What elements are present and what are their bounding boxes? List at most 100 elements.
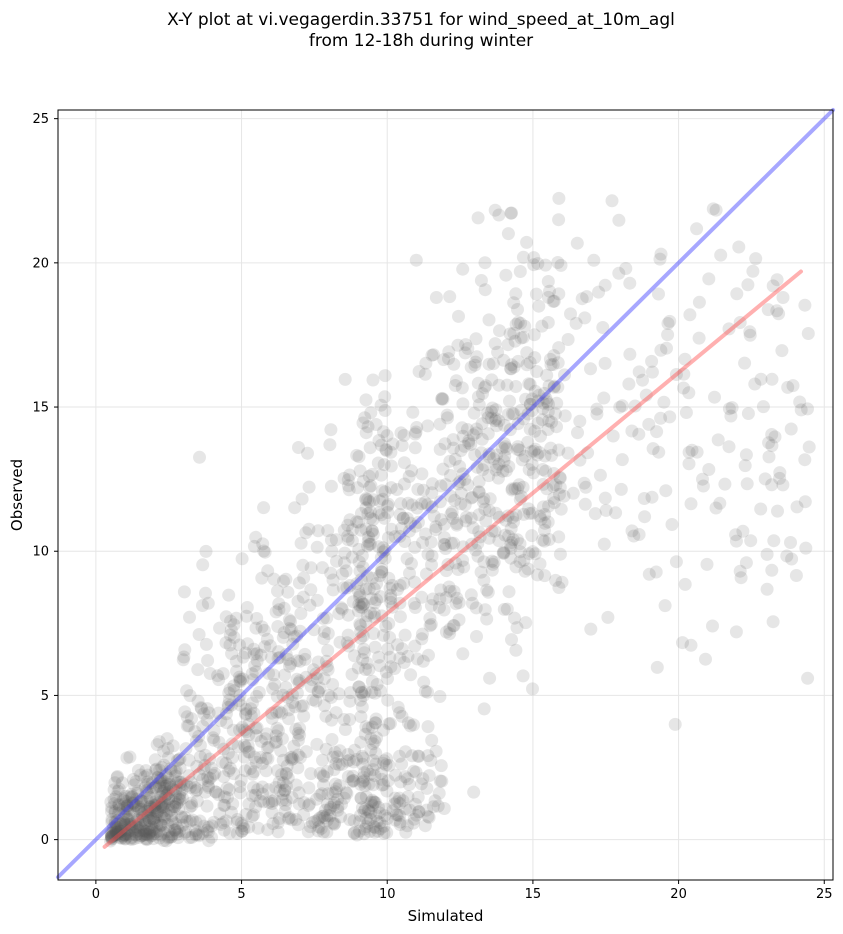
scatter-point: [333, 744, 347, 758]
scatter-point: [247, 539, 261, 553]
scatter-point: [506, 407, 519, 421]
scatter-point: [339, 786, 353, 800]
scatter-point: [165, 830, 179, 844]
scatter-point: [151, 770, 164, 784]
scatter-point: [484, 405, 498, 419]
scatter-point: [374, 766, 388, 780]
scatter-point: [762, 450, 776, 464]
scatter-point: [439, 478, 453, 492]
scatter-point: [277, 601, 291, 615]
scatter-point: [237, 822, 251, 836]
scatter-point: [299, 526, 313, 540]
scatter-point: [408, 575, 422, 589]
scatter-point: [448, 493, 462, 507]
scatter-point: [143, 800, 157, 814]
scatter-point: [423, 619, 437, 633]
scatter-point: [118, 797, 132, 811]
scatter-point: [293, 728, 307, 742]
scatter-point: [304, 561, 318, 575]
scatter-point: [241, 637, 254, 651]
scatter-point: [485, 373, 499, 387]
scatter-point: [285, 813, 299, 827]
scatter-point: [127, 778, 141, 792]
scatter-point: [218, 798, 232, 812]
scatter-point: [436, 462, 450, 476]
scatter-point: [370, 814, 384, 828]
scatter-point: [341, 479, 355, 493]
scatter-point: [749, 252, 763, 266]
scatter-point: [729, 534, 743, 548]
scatter-point: [491, 471, 505, 485]
scatter-point: [235, 720, 249, 734]
scatter-point: [112, 827, 126, 841]
scatter-point: [304, 680, 318, 694]
scatter-point: [327, 817, 341, 831]
scatter-point: [364, 406, 378, 420]
scatter-point: [146, 812, 160, 826]
scatter-point: [242, 820, 256, 834]
scatter-point: [162, 785, 176, 799]
scatter-point: [155, 809, 169, 823]
scatter-point: [533, 557, 547, 571]
scatter-point: [356, 653, 370, 666]
scatter-point: [424, 617, 438, 631]
scatter-point: [142, 821, 156, 835]
scatter-point: [446, 511, 460, 525]
scatter-point: [292, 576, 306, 590]
scatter-point: [386, 437, 400, 451]
scatter-point: [546, 358, 560, 371]
scatter-point: [111, 826, 125, 840]
scatter-point: [456, 397, 470, 411]
scatter-point: [235, 824, 249, 838]
scatter-point: [446, 441, 460, 455]
scatter-point: [316, 753, 329, 767]
scatter-point: [109, 820, 123, 834]
scatter-point: [391, 583, 404, 596]
scatter-point: [466, 521, 480, 535]
scatter-point: [477, 555, 491, 569]
scatter-point: [133, 818, 147, 832]
scatter-point: [676, 636, 689, 650]
scatter-point: [369, 712, 383, 726]
scatter-point: [364, 743, 378, 757]
scatter-point: [125, 790, 139, 804]
scatter-point: [429, 523, 443, 537]
scatter-point: [409, 425, 423, 439]
scatter-point: [653, 252, 667, 266]
scatter-point: [134, 795, 148, 809]
scatter-point: [368, 640, 382, 654]
scatter-point: [168, 800, 181, 814]
scatter-point: [262, 783, 276, 797]
scatter-point: [125, 820, 139, 833]
scatter-point: [267, 793, 281, 807]
scatter-point: [323, 802, 337, 816]
scatter-point: [365, 571, 379, 585]
scatter-point: [242, 797, 256, 811]
scatter-point: [550, 396, 564, 410]
scatter-point: [189, 784, 203, 798]
scatter-point: [136, 795, 150, 808]
scatter-point: [324, 690, 338, 704]
scatter-point: [500, 602, 514, 616]
scatter-point: [590, 407, 604, 421]
scatter-point: [367, 582, 381, 596]
scatter-point: [249, 729, 263, 743]
scatter-point: [539, 464, 553, 478]
scatter-point: [335, 797, 348, 811]
scatter-point: [175, 783, 189, 797]
scatter-point: [249, 621, 263, 635]
scatter-point: [224, 614, 238, 628]
scatter-point: [254, 648, 268, 662]
scatter-point: [770, 304, 784, 318]
scatter-point: [359, 615, 373, 629]
scatter-point: [609, 506, 623, 520]
scatter-point: [408, 427, 422, 441]
scatter-point: [492, 378, 506, 392]
scatter-point: [507, 296, 521, 310]
scatter-point: [122, 824, 136, 838]
scatter-point: [424, 535, 438, 549]
scatter-point: [159, 834, 173, 848]
scatter-point: [111, 826, 125, 840]
scatter-point: [678, 577, 692, 591]
scatter-point: [547, 380, 561, 394]
